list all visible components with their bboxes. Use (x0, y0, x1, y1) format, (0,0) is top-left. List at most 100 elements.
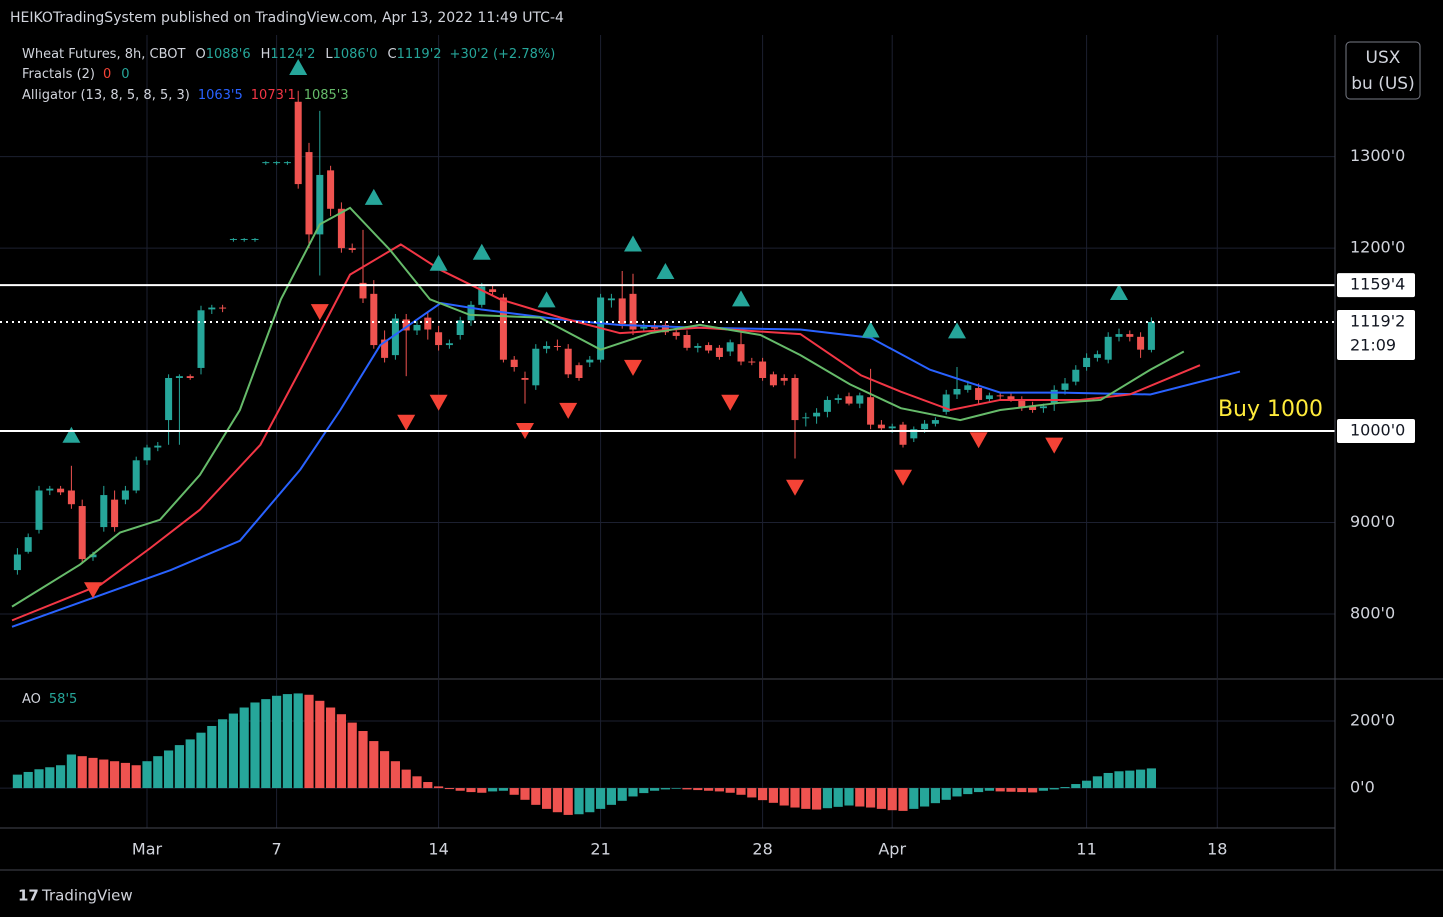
ao-bar (660, 788, 670, 790)
candle-body (618, 298, 626, 325)
x-tick-label: Apr (878, 840, 906, 859)
candle-body (197, 310, 205, 368)
y-tick-label: 200'0 (1350, 710, 1395, 729)
fractal-up (624, 235, 642, 252)
x-tick-label: 28 (752, 840, 772, 859)
candle-body (543, 345, 551, 349)
ao-bar (1092, 776, 1102, 789)
legend-main: Wheat Futures, 8h, CBOT O1088'6 H1124'2 L10… (22, 47, 555, 62)
candle-body (737, 344, 745, 362)
ao-bar (606, 788, 616, 805)
price-label-box (1337, 273, 1415, 298)
candle-body (888, 426, 896, 429)
fractal-down (894, 469, 912, 486)
ao-bar (531, 788, 541, 805)
fractal-down (721, 394, 740, 411)
candle-body (316, 174, 324, 235)
jaw-value: 1063'5 (198, 88, 243, 103)
ao-bar (228, 713, 238, 789)
candle-body (899, 424, 907, 445)
fractal-down (559, 402, 578, 419)
candle-body (132, 460, 140, 491)
ao-bar (390, 761, 400, 789)
fractal-up (861, 321, 880, 338)
candle-body (651, 326, 659, 329)
ao-bar (207, 725, 217, 789)
ao-bar (66, 754, 76, 789)
x-tick-label: 18 (1207, 840, 1227, 859)
x-tick-label: 14 (428, 840, 448, 859)
ao-value: 58'5 (49, 692, 77, 707)
ohlc-label: C (388, 47, 397, 62)
ao-bar (1125, 770, 1135, 789)
unit-box[interactable] (1345, 41, 1421, 100)
candle-body (629, 293, 637, 330)
ao-bar (617, 788, 627, 801)
fractal-up (1110, 284, 1128, 301)
ao-bar (714, 788, 724, 792)
ao-bar (585, 788, 595, 813)
candle-body (413, 324, 421, 331)
candle-body (705, 345, 713, 351)
ao-bar (1017, 788, 1027, 793)
fractal-value: 0 (103, 67, 111, 82)
candle-body (823, 399, 831, 412)
fractals-title: Fractals (2) (22, 67, 95, 82)
alligator-title: Alligator (13, 8, 5, 8, 5, 3) (22, 88, 190, 103)
brand-logo: 17 (18, 887, 39, 905)
candle-body (942, 394, 950, 412)
candle-body (13, 554, 21, 571)
ao-bar (1006, 788, 1016, 792)
ao-bar (23, 771, 33, 789)
ao-bar (1038, 788, 1048, 791)
candle-body (532, 348, 540, 386)
candle-body (564, 348, 572, 375)
candle-body (381, 339, 389, 358)
alligator-line (11, 206, 1185, 608)
ao-bar (974, 788, 984, 793)
ohlc-value: 1086'0 (333, 47, 378, 62)
ohlc-value: 1124'2 (270, 47, 315, 62)
ao-bar (909, 788, 919, 809)
candle-body (575, 365, 583, 378)
ao-bar (963, 788, 973, 795)
ao-bar (1114, 771, 1124, 789)
legend-fractals: Fractals (2) 0 0 (22, 67, 130, 82)
ao-bar (1082, 780, 1092, 789)
candle-body (24, 537, 32, 552)
unit: bu (US) (1351, 74, 1414, 94)
fractal-down (310, 304, 329, 321)
candle-body (921, 423, 929, 430)
legend-alligator: Alligator (13, 8, 5, 8, 5, 3) 1063'5 1073'… (22, 88, 349, 103)
candle-body (1147, 321, 1155, 350)
candle-body (521, 377, 529, 380)
ao-bar (866, 788, 876, 808)
candle-body (489, 289, 497, 293)
ao-bar (1136, 769, 1146, 789)
ao-bar (995, 788, 1005, 792)
alligator-line (11, 243, 1201, 622)
brand: TradingView (41, 887, 133, 905)
ao-bar (455, 788, 465, 791)
ao-bar (56, 765, 66, 789)
ao-bar (347, 722, 357, 789)
candle-body (445, 343, 453, 346)
candle-body (111, 499, 119, 528)
candle-body (683, 335, 691, 348)
y-tick-label: 900'0 (1350, 512, 1395, 531)
ao-bar (34, 769, 44, 789)
candle-body (57, 488, 65, 493)
ohlc-value: 1119'2 (397, 47, 442, 62)
fractal-up (732, 290, 750, 307)
candle-body (1029, 405, 1037, 411)
candle-body (748, 361, 756, 363)
ao-bar (574, 788, 584, 815)
ao-bar (779, 788, 789, 806)
candle-body (1126, 334, 1134, 337)
ao-bar (758, 788, 768, 801)
candle-body (694, 345, 702, 348)
candle-body (100, 495, 108, 528)
ohlc-value: 1088'6 (206, 47, 251, 62)
candle-body (391, 318, 399, 356)
ao-bar (466, 788, 476, 793)
